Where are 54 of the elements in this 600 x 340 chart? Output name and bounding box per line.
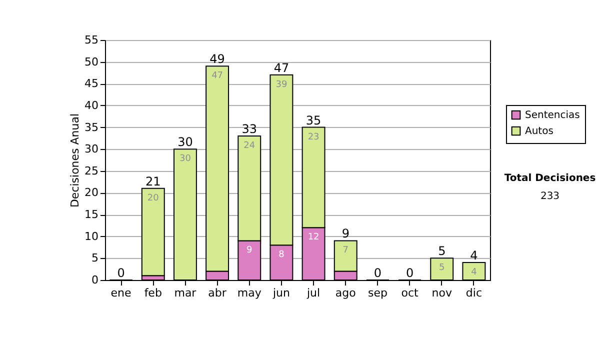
total-label: 30 [178,135,193,150]
data-label: 47 [212,71,224,82]
x-tick-label: ene [110,286,132,300]
x-tick-label: ago [335,286,356,300]
text: Total Decisiones [504,173,596,184]
data-label: 5 [439,263,445,274]
total-label: 5 [438,244,446,258]
y-tick-label: 30 [84,142,98,156]
total-label: 0 [117,266,125,280]
total-label: 9 [342,226,350,241]
data-label: 30 [179,154,192,164]
y-tick-label: 40 [84,98,98,112]
x-tick-label: oct [401,286,420,300]
total-label: 0 [374,266,382,280]
data-label: 12 [308,232,320,243]
y-tick-label: 15 [84,208,98,222]
x-tick-label: jun [272,286,290,300]
data-label: 8 [278,250,285,260]
x-tick-label: abr [208,286,227,300]
y-axis-title: Decisiones Anual [68,113,82,208]
data-label: 24 [244,141,256,151]
total-label: 4 [470,248,478,263]
x-tick-label: mar [174,286,197,300]
y-tick-label: 50 [84,55,98,68]
total-label: 49 [210,52,225,66]
legend-label: Autos [525,126,554,137]
total-label: 33 [242,122,258,136]
data-label: 23 [308,132,320,142]
x-tick-label: jul [306,286,320,300]
text: 233 [540,191,560,202]
x-tick-label: nov [432,286,452,300]
x-tick-label: feb [144,286,162,300]
y-tick-label: 55 [84,34,98,46]
x-tick-label: dic [466,286,482,300]
data-label: 20 [147,193,160,204]
x-tick-label: may [237,286,262,300]
y-tick-label: 5 [92,252,98,265]
total-label: 0 [406,266,414,280]
legend-label: Sentencias [525,110,580,121]
y-tick-label: 45 [84,77,98,90]
y-tick-label: 35 [84,120,98,134]
data-label: 7 [342,246,348,256]
total-label: 21 [145,174,161,188]
total-label: 47 [274,60,290,75]
bar [141,188,165,276]
data-label: 39 [276,80,288,90]
y-tick-label: 25 [84,164,98,178]
x-tick-label: sep [368,286,388,300]
y-tick-label: 20 [84,186,98,200]
total-label: 35 [306,113,322,128]
y-tick-label: 10 [84,230,98,243]
data-label: 9 [246,246,253,256]
data-label: 4 [471,268,478,278]
y-tick-label: 0 [92,274,98,286]
